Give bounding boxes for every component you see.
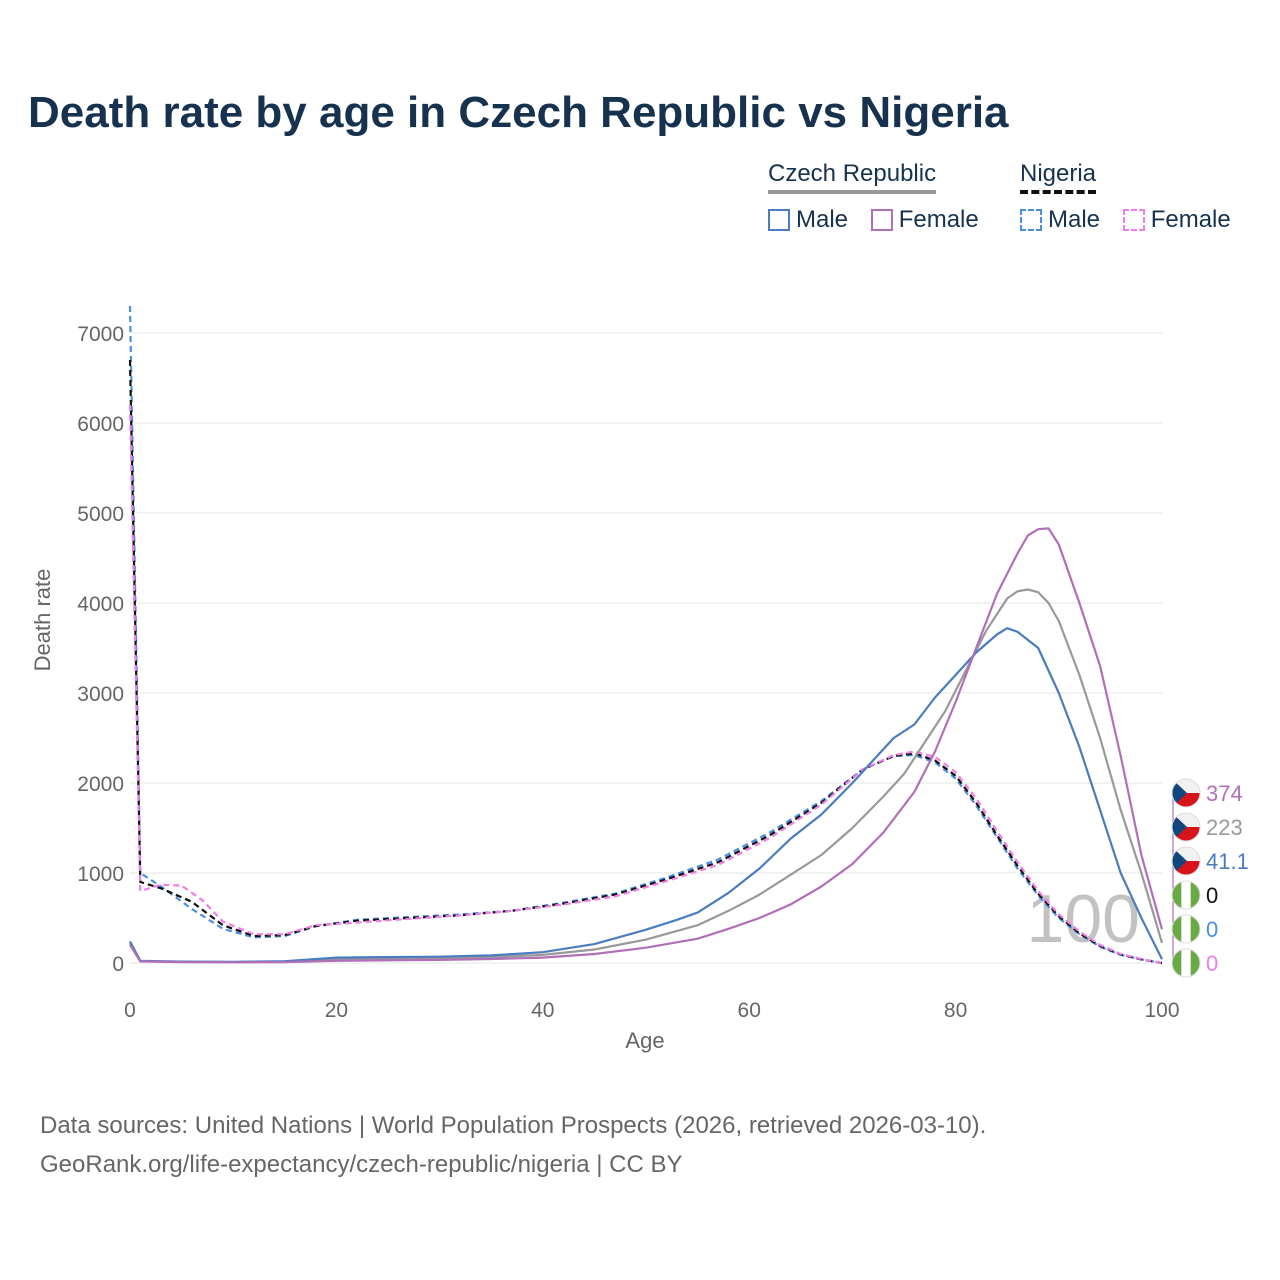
y-tick-label: 2000 xyxy=(77,773,124,796)
legend-swatch-nigeria-female xyxy=(1122,209,1145,231)
series-lines xyxy=(128,305,1164,965)
end-value-label: 0 xyxy=(1206,883,1218,908)
end-labels: 374 223 41.1 0 0 0 xyxy=(1171,778,1249,978)
legend-item-czech-male[interactable]: Male xyxy=(768,206,848,234)
nigeria-flag-icon xyxy=(1171,948,1201,978)
series-line-czech-republic-both xyxy=(129,588,1164,964)
series-line-nigeria-male xyxy=(128,305,1163,965)
legend-group-czech-republic: Czech Republic Male Female xyxy=(768,160,979,233)
x-tick-label: 20 xyxy=(325,999,348,1022)
legend-label-czech-male: Male xyxy=(796,206,849,233)
x-tick-label: 100 xyxy=(1144,999,1179,1022)
legend-label-nigeria-female: Female xyxy=(1150,206,1231,233)
end-value-label: 0 xyxy=(1206,951,1218,976)
legend-item-nigeria-male[interactable]: Male xyxy=(1020,206,1100,234)
legend-swatch-czech-male xyxy=(768,209,790,231)
axes: 0 1000 2000 3000 4000 5000 6000 7000 0 20 40 60 80 10… xyxy=(77,323,1179,1022)
czech-flag-icon xyxy=(1171,846,1201,876)
series-line-nigeria-female xyxy=(128,404,1163,965)
footer: Data sources: United Nations | World Pop… xyxy=(40,1106,986,1184)
x-axis-title: Age xyxy=(625,1028,664,1053)
end-value-label: 0 xyxy=(1206,917,1218,942)
x-tick-label: 80 xyxy=(944,999,967,1022)
legend-item-czech-female[interactable]: Female xyxy=(870,206,979,234)
legend-item-nigeria-female[interactable]: Female xyxy=(1122,206,1231,234)
y-tick-label: 0 xyxy=(112,953,124,976)
series-line-nigeria-both xyxy=(128,359,1163,965)
legend-swatch-czech-female xyxy=(870,209,893,231)
legend-title-nigeria: Nigeria xyxy=(1020,160,1097,194)
y-tick-label: 5000 xyxy=(77,503,124,526)
y-tick-label: 3000 xyxy=(77,683,124,706)
y-tick-label: 4000 xyxy=(77,593,124,616)
legend-label-nigeria-male: Male xyxy=(1048,206,1101,233)
series-line-czech-republic-male xyxy=(129,627,1163,963)
legend-swatch-nigeria-male xyxy=(1020,209,1042,231)
y-tick-label: 1000 xyxy=(77,863,124,886)
x-tick-label: 60 xyxy=(738,999,761,1022)
legend-label-czech-female: Female xyxy=(898,206,979,233)
x-tick-label: 40 xyxy=(531,999,554,1022)
legend-title-czech-republic: Czech Republic xyxy=(768,160,937,194)
czech-flag-icon xyxy=(1171,812,1201,842)
end-value-label: 374 xyxy=(1206,781,1243,806)
end-value-label: 41.1 xyxy=(1206,849,1249,874)
series-line-czech-republic-female xyxy=(129,527,1164,964)
y-tick-label: 6000 xyxy=(77,413,124,436)
chart-title: Death rate by age in Czech Republic vs N… xyxy=(28,88,1009,137)
age-watermark: 100 xyxy=(1027,881,1140,957)
x-tick-label: 0 xyxy=(124,999,136,1022)
gridlines xyxy=(130,332,1162,964)
footer-sources: Data sources: United Nations | World Pop… xyxy=(40,1112,987,1139)
y-axis-title: Death rate xyxy=(30,569,55,672)
czech-flag-icon xyxy=(1171,778,1201,808)
legend-group-nigeria: Nigeria Male Female xyxy=(1020,160,1231,233)
footer-link[interactable]: GeoRank.org/life-expectancy/czech-republ… xyxy=(40,1151,683,1178)
end-value-label: 223 xyxy=(1206,815,1243,840)
y-tick-label: 7000 xyxy=(77,323,124,346)
nigeria-flag-icon xyxy=(1171,880,1201,910)
nigeria-flag-icon xyxy=(1171,914,1201,944)
